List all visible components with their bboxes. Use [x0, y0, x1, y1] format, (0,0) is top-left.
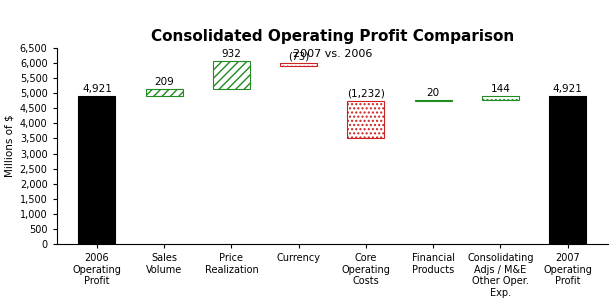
Text: 4,921: 4,921 [82, 84, 112, 94]
Y-axis label: Millions of $: Millions of $ [4, 115, 14, 177]
Bar [78, 96, 116, 244]
Bar [348, 101, 384, 138]
Text: 2007 vs. 2006: 2007 vs. 2006 [293, 49, 372, 59]
Text: 20: 20 [427, 88, 439, 98]
Bar [482, 96, 519, 100]
Text: 209: 209 [154, 78, 174, 88]
Text: (1,232): (1,232) [347, 89, 385, 99]
Bar [549, 96, 586, 244]
Bar [414, 100, 452, 101]
Text: (73): (73) [288, 52, 309, 62]
Bar [146, 89, 182, 96]
Text: 4,921: 4,921 [553, 84, 583, 94]
Bar [213, 61, 250, 89]
Text: 144: 144 [490, 84, 510, 94]
Text: 932: 932 [222, 50, 241, 59]
Bar [280, 63, 317, 66]
Text: Consolidated Operating Profit Comparison: Consolidated Operating Profit Comparison [151, 29, 514, 44]
